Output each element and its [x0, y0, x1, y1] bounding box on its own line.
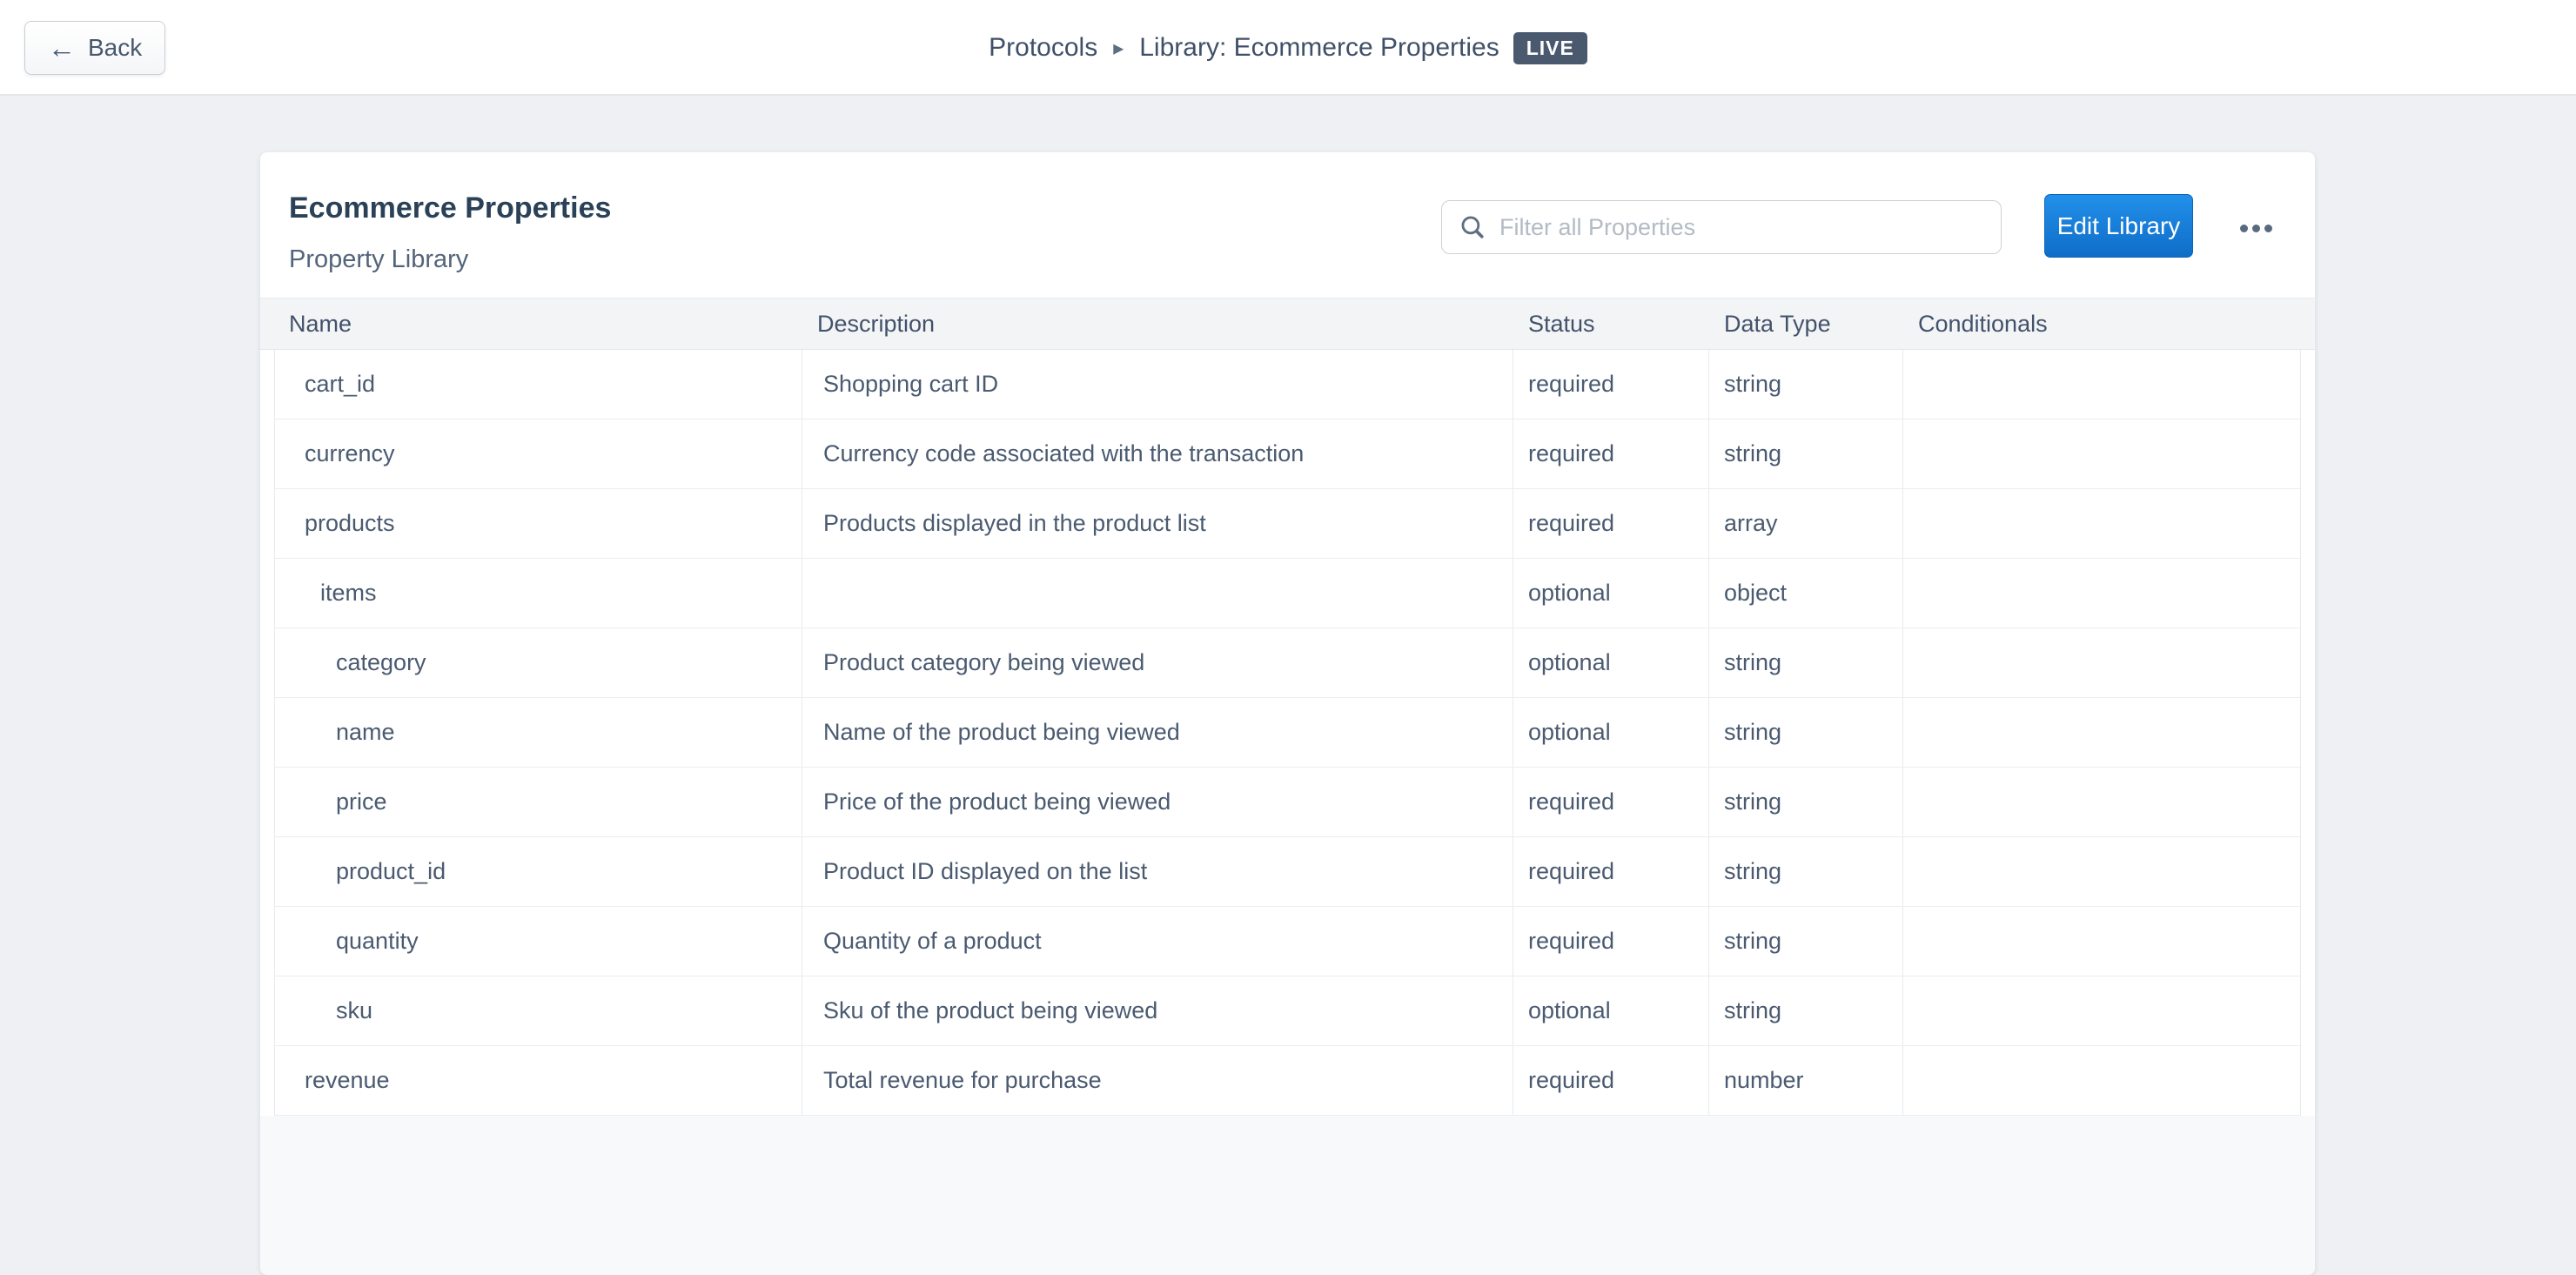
table-header-row: Name Description Status Data Type Condit…	[260, 298, 2315, 350]
property-data-type: string	[1709, 698, 1903, 767]
property-description: Sku of the product being viewed	[802, 976, 1513, 1045]
property-data-type: object	[1709, 559, 1903, 627]
property-data-type: array	[1709, 489, 1903, 558]
property-name: product_id	[275, 837, 802, 906]
property-description: Shopping cart ID	[802, 350, 1513, 419]
status-badge: LIVE	[1513, 31, 1587, 64]
property-conditionals	[1903, 1046, 2300, 1115]
card-footer	[260, 1116, 2315, 1275]
property-status: optional	[1513, 698, 1709, 767]
property-data-type: string	[1709, 976, 1903, 1045]
table-row[interactable]: name Name of the product being viewed op…	[275, 698, 2300, 768]
column-header-data-type: Data Type	[1724, 310, 1831, 337]
property-conditionals	[1903, 976, 2300, 1045]
ellipsis-icon	[2239, 224, 2248, 232]
property-status: optional	[1513, 976, 1709, 1045]
table-row[interactable]: category Product category being viewed o…	[275, 628, 2300, 698]
property-description	[802, 559, 1513, 627]
table-row[interactable]: currency Currency code associated with t…	[275, 419, 2300, 489]
property-status: required	[1513, 350, 1709, 419]
page-subtitle: Property Library	[289, 245, 469, 273]
property-description: Product ID displayed on the list	[802, 837, 1513, 906]
property-status: required	[1513, 489, 1709, 558]
property-conditionals	[1903, 837, 2300, 906]
property-description: Products displayed in the product list	[802, 489, 1513, 558]
property-library-card: Ecommerce Properties Property Library Ed…	[260, 152, 2315, 1275]
property-name: name	[275, 698, 802, 767]
property-name: category	[275, 628, 802, 697]
table-row[interactable]: price Price of the product being viewed …	[275, 768, 2300, 837]
breadcrumb-root[interactable]: Protocols	[989, 33, 1098, 62]
property-status: optional	[1513, 628, 1709, 697]
property-conditionals	[1903, 350, 2300, 419]
property-name: price	[275, 768, 802, 836]
table-row[interactable]: quantity Quantity of a product required …	[275, 907, 2300, 976]
ellipsis-icon	[2251, 224, 2260, 232]
table-row[interactable]: product_id Product ID displayed on the l…	[275, 837, 2300, 907]
property-conditionals	[1903, 419, 2300, 488]
property-name: sku	[275, 976, 802, 1045]
breadcrumb-separator-icon: ▸	[1113, 36, 1124, 60]
property-description: Quantity of a product	[802, 907, 1513, 976]
property-data-type: number	[1709, 1046, 1903, 1115]
property-status: required	[1513, 419, 1709, 488]
property-status: required	[1513, 837, 1709, 906]
property-data-type: string	[1709, 628, 1903, 697]
breadcrumb: Protocols ▸ Library: Ecommerce Propertie…	[0, 0, 2576, 96]
property-conditionals	[1903, 489, 2300, 558]
property-name: products	[275, 489, 802, 558]
table-row[interactable]: revenue Total revenue for purchase requi…	[275, 1046, 2300, 1116]
table-row[interactable]: items optional object	[275, 559, 2300, 628]
more-options-button[interactable]	[2225, 215, 2286, 241]
ellipsis-icon	[2264, 224, 2272, 232]
property-status: required	[1513, 768, 1709, 836]
filter-input-container	[1441, 200, 2002, 254]
property-description: Product category being viewed	[802, 628, 1513, 697]
column-header-conditionals: Conditionals	[1918, 310, 2048, 337]
property-description: Currency code associated with the transa…	[802, 419, 1513, 488]
search-icon	[1461, 216, 1484, 238]
table-body: cart_id Shopping cart ID required string…	[274, 350, 2301, 1116]
table-row[interactable]: cart_id Shopping cart ID required string	[275, 350, 2300, 419]
property-name: cart_id	[275, 350, 802, 419]
property-description: Total revenue for purchase	[802, 1046, 1513, 1115]
back-button-label: Back	[88, 34, 143, 61]
column-header-description: Description	[817, 310, 936, 337]
back-button[interactable]: ← Back	[24, 21, 166, 75]
property-data-type: string	[1709, 907, 1903, 976]
property-data-type: string	[1709, 837, 1903, 906]
property-conditionals	[1903, 628, 2300, 697]
property-name: quantity	[275, 907, 802, 976]
property-description: Price of the product being viewed	[802, 768, 1513, 836]
edit-library-button[interactable]: Edit Library	[2044, 194, 2193, 258]
property-name: currency	[275, 419, 802, 488]
column-header-name: Name	[289, 310, 352, 337]
property-name: items	[275, 559, 802, 627]
filter-input[interactable]	[1499, 213, 1985, 241]
property-conditionals	[1903, 907, 2300, 976]
property-data-type: string	[1709, 350, 1903, 419]
property-name: revenue	[275, 1046, 802, 1115]
property-status: optional	[1513, 559, 1709, 627]
property-conditionals	[1903, 768, 2300, 836]
property-data-type: string	[1709, 419, 1903, 488]
page-title: Ecommerce Properties	[289, 191, 612, 225]
table-row[interactable]: sku Sku of the product being viewed opti…	[275, 976, 2300, 1046]
property-conditionals	[1903, 698, 2300, 767]
property-data-type: string	[1709, 768, 1903, 836]
table-row[interactable]: products Products displayed in the produ…	[275, 489, 2300, 559]
top-bar: ← Back Protocols ▸ Library: Ecommerce Pr…	[0, 0, 2576, 96]
property-conditionals	[1903, 559, 2300, 627]
property-status: required	[1513, 907, 1709, 976]
property-status: required	[1513, 1046, 1709, 1115]
property-description: Name of the product being viewed	[802, 698, 1513, 767]
breadcrumb-current: Library: Ecommerce Properties	[1139, 33, 1499, 62]
back-arrow-icon: ←	[48, 32, 76, 64]
column-header-status: Status	[1528, 310, 1595, 337]
card-header: Ecommerce Properties Property Library Ed…	[260, 152, 2315, 298]
